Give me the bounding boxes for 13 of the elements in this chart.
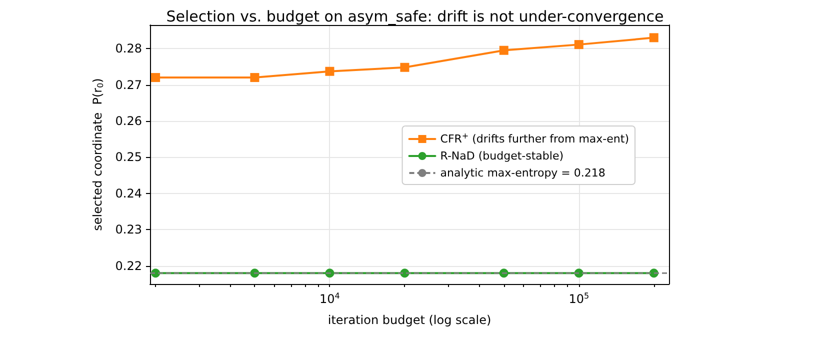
y-tick-label: 0.27 xyxy=(115,78,142,92)
x-axis-title: iteration budget (log scale) xyxy=(328,313,492,327)
y-tick-label: 0.23 xyxy=(115,222,142,237)
y-tick-label: 0.22 xyxy=(115,258,142,273)
y-axis-title: selected coordinate P(r0) xyxy=(90,78,105,231)
chart-title: Selection vs. budget on asym_safe: drift is not under-convergence xyxy=(166,8,664,26)
legend-label: R-NaD (budget-stable) xyxy=(440,150,564,162)
y-tick-label: 0.28 xyxy=(115,42,142,56)
y-tick-label: 0.24 xyxy=(115,186,142,200)
y-tick-label: 0.26 xyxy=(115,114,142,128)
legend-label: CFR+ (drifts further from max-ent) xyxy=(440,132,630,146)
legend-label: analytic max-entropy = 0.218 xyxy=(440,166,606,180)
y-tick-label: 0.25 xyxy=(115,150,142,164)
